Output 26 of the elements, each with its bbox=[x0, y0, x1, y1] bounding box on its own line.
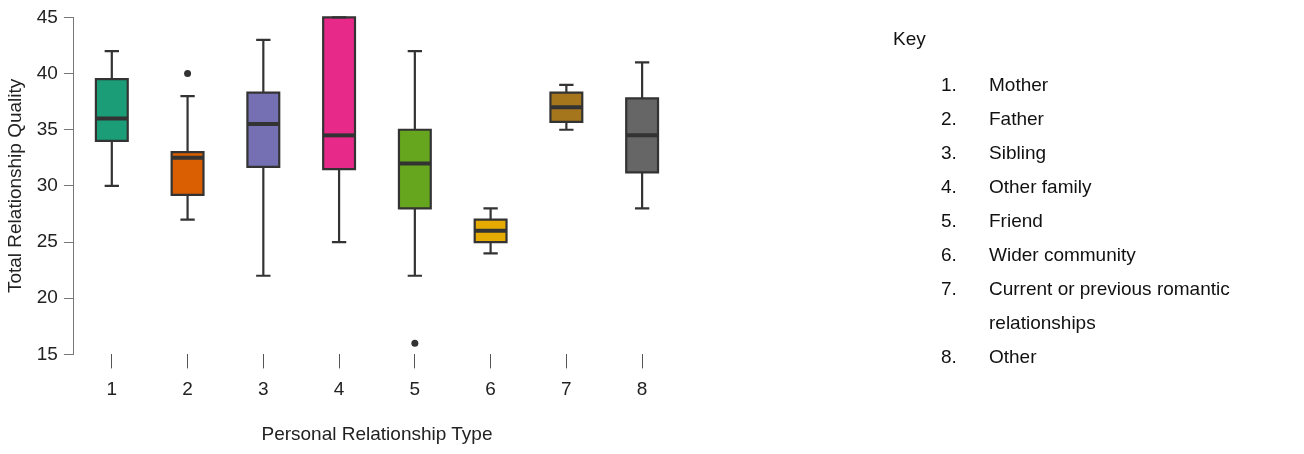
text: 5. Friend bbox=[941, 210, 1043, 231]
x-tick-label: 2 bbox=[182, 378, 193, 400]
text: 4. Other family bbox=[941, 176, 1092, 197]
y-tick-label: 45 bbox=[36, 5, 58, 27]
legend-title: Key bbox=[893, 28, 927, 50]
x-tick-label: 7 bbox=[561, 378, 572, 400]
y-tick-label: 25 bbox=[36, 230, 58, 252]
text: 1. Mother bbox=[941, 74, 1049, 95]
text: 6. Wider community bbox=[941, 244, 1136, 265]
y-tick-label: 30 bbox=[36, 174, 58, 196]
x-tick-label: 6 bbox=[485, 378, 496, 400]
text: 7. Current or previous romantic relationships bbox=[941, 278, 1230, 333]
y-tick-label: 35 bbox=[36, 117, 58, 139]
y-axis-title: Total Relationship Quality bbox=[3, 78, 25, 294]
x-axis-title: Personal Relationship Type bbox=[261, 422, 493, 444]
text: 3. Sibling bbox=[941, 142, 1047, 163]
y-tick-label: 15 bbox=[36, 342, 58, 364]
x-tick-label: 3 bbox=[258, 378, 269, 400]
x-tick-label: 4 bbox=[333, 378, 345, 400]
text: 2. Father bbox=[941, 108, 1044, 129]
text: 8. Other bbox=[941, 346, 1037, 367]
x-tick-label: 1 bbox=[106, 378, 118, 400]
y-tick-label: 40 bbox=[36, 61, 58, 83]
y-tick-label: 20 bbox=[36, 286, 58, 308]
x-tick-label: 8 bbox=[636, 378, 648, 400]
x-tick-label: 5 bbox=[409, 378, 421, 400]
